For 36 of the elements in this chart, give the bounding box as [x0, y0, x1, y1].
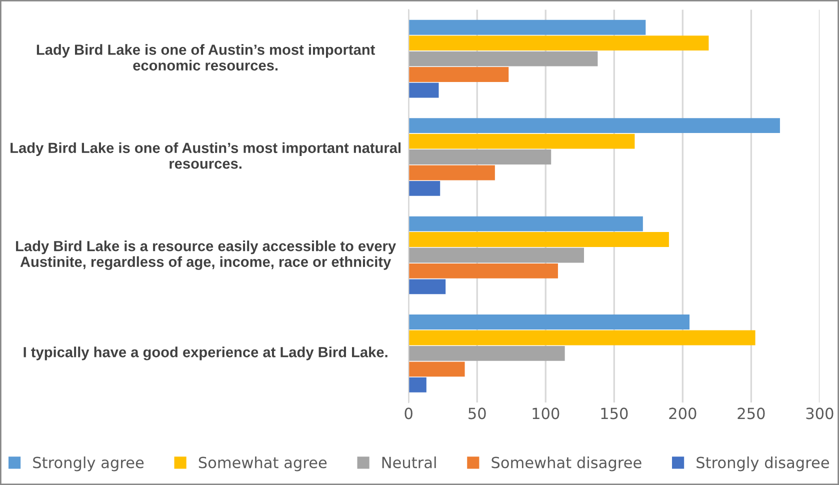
- bar: [408, 67, 509, 82]
- bar: [408, 279, 446, 294]
- bar: [408, 377, 426, 392]
- y-tick-label: Lady Bird Lake is one of Austin’s most important economic resources.: [36, 44, 376, 71]
- bar: [408, 330, 756, 346]
- legend-label: Somewhat agree: [198, 456, 327, 472]
- bar: [408, 216, 643, 232]
- x-tick-label: 0: [404, 408, 412, 420]
- bar: [408, 232, 669, 247]
- x-tick-label: 200: [669, 408, 696, 420]
- bar: [408, 248, 584, 263]
- bar: [408, 346, 565, 361]
- bar: [408, 82, 439, 98]
- bar: [408, 118, 780, 134]
- x-tick-label: 50: [468, 408, 486, 420]
- legend-label: Strongly disagree: [696, 456, 829, 472]
- bar: [408, 150, 552, 164]
- x-tick-label: 250: [738, 408, 765, 420]
- y-tick-label: Lady Bird Lake is a resource easily accessible to every Austinite, regardless of age, income, race or ethnicity: [16, 240, 396, 270]
- bar: [408, 362, 465, 377]
- bar: [408, 51, 598, 66]
- bar: [408, 180, 440, 196]
- bar: [408, 20, 646, 35]
- y-tick-label: Lady Bird Lake is one of Austin’s most important natural resources.: [10, 142, 400, 169]
- y-tick-label: I typically have a good experience at Lady Bird Lake.: [24, 346, 388, 360]
- bar: [408, 36, 709, 51]
- bar: [408, 314, 690, 330]
- bar: [408, 263, 558, 278]
- legend-label: Strongly agree: [33, 456, 144, 472]
- x-tick-label: 300: [806, 408, 834, 420]
- bar: [408, 134, 635, 149]
- x-tick-label: 100: [532, 408, 560, 420]
- bar: [408, 165, 495, 180]
- x-tick-label: 150: [601, 408, 628, 420]
- legend-label: Neutral: [382, 456, 436, 468]
- legend-label: Somewhat disagree: [492, 456, 642, 472]
